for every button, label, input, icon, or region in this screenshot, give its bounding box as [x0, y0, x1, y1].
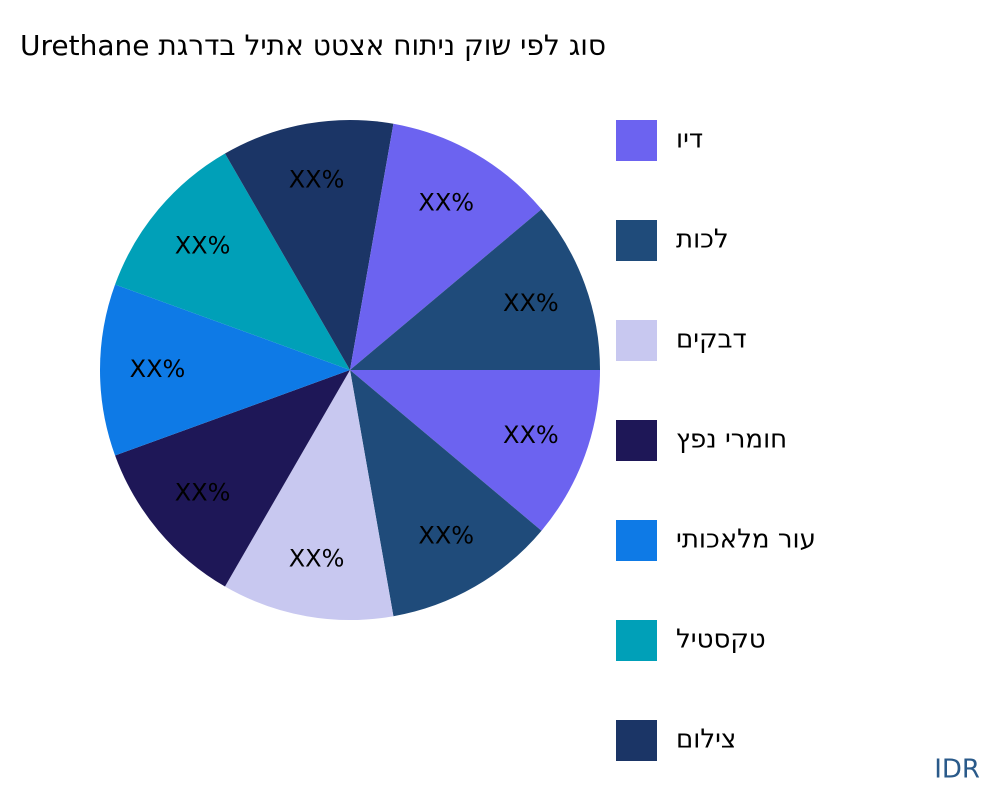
value-label: XX%: [175, 231, 231, 259]
value-label: XX%: [289, 545, 345, 573]
value-label: XX%: [418, 188, 474, 216]
pie-slice: [350, 370, 542, 617]
pie-slice: [225, 120, 394, 371]
legend-label: ליטסקט: [676, 625, 766, 655]
pie-slice: [350, 123, 542, 370]
legend-label: םיקבד: [676, 325, 747, 355]
legend-label: תוכל: [676, 225, 729, 255]
value-label: XX%: [289, 165, 345, 193]
legend-swatch: [616, 620, 657, 661]
pie-slice: [350, 209, 600, 370]
legend-swatch: [616, 120, 657, 161]
legend-label: יתוכאלמ רוע: [676, 525, 816, 555]
value-label: XX%: [503, 421, 559, 449]
value-label: XX%: [503, 289, 559, 317]
chart-title: Urethane תגרדב ליתא טטצא חותינ קוש יפל ג…: [20, 29, 606, 62]
pie-slice: [115, 153, 350, 370]
watermark: IDR: [934, 755, 980, 785]
legend-label: םוליצ: [676, 725, 736, 755]
value-label: XX%: [175, 479, 231, 507]
pie-slice: [350, 370, 600, 531]
legend-label: ץפנ ירמוח: [676, 425, 787, 455]
pie-slice: [225, 370, 394, 621]
value-label: XX%: [418, 522, 474, 550]
legend-swatch: [616, 420, 657, 461]
value-label: XX%: [130, 355, 186, 383]
pie-slice: [115, 370, 350, 587]
legend-swatch: [616, 520, 657, 561]
pie-slice: [99, 284, 350, 456]
legend-label: ויד: [676, 125, 703, 155]
legend-swatch: [616, 220, 657, 261]
legend-swatch: [616, 720, 657, 761]
legend-swatch: [616, 320, 657, 361]
